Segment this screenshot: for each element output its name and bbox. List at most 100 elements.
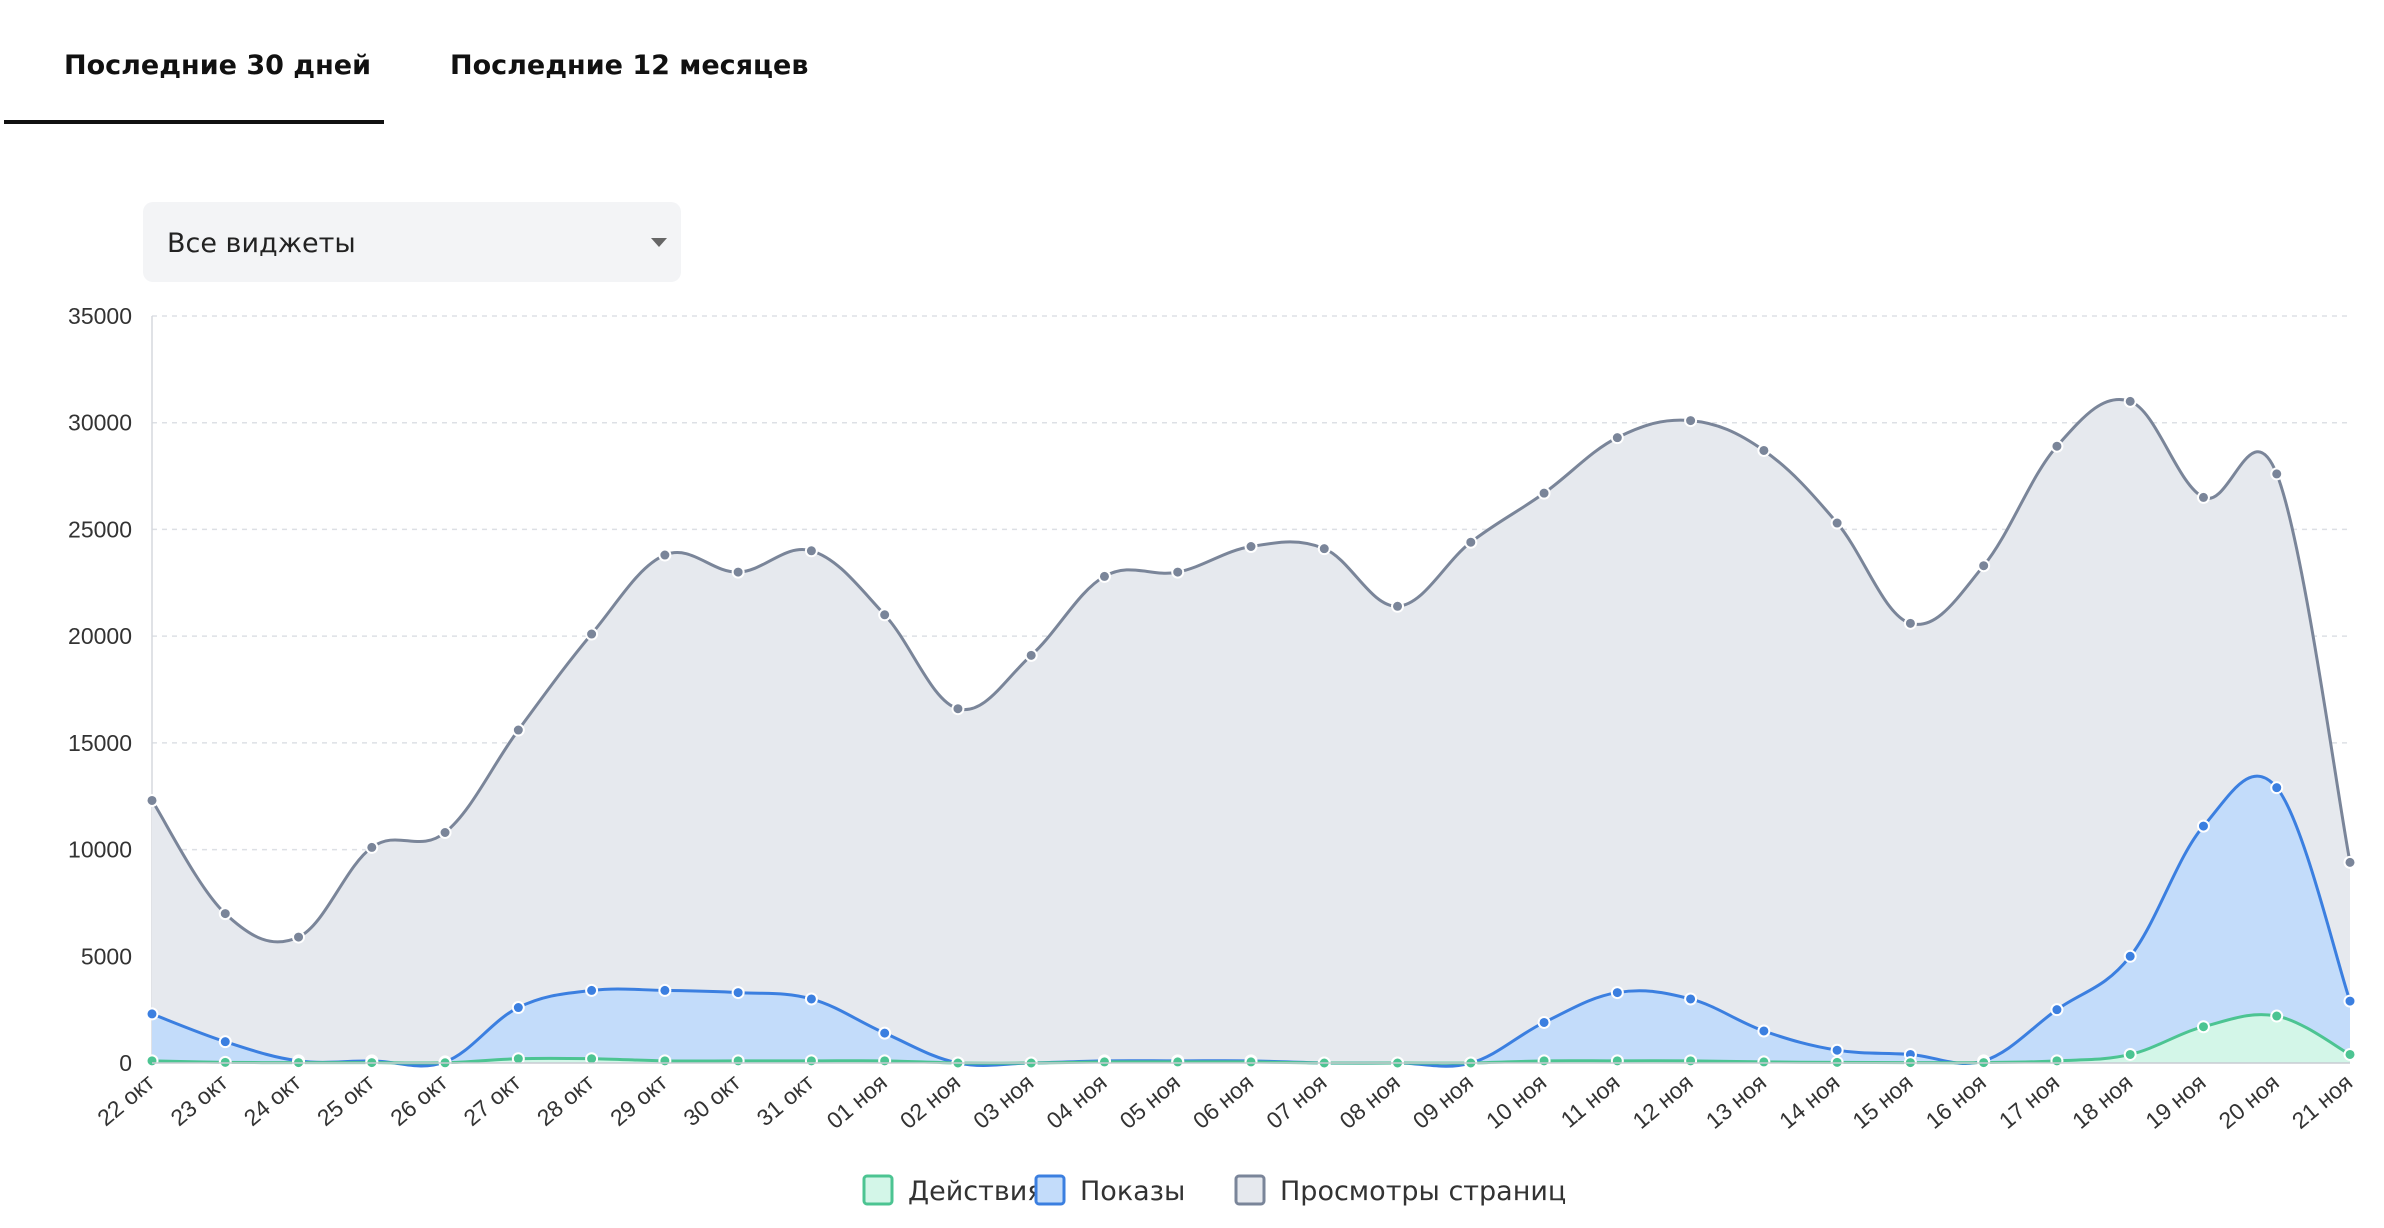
x-tick-label: 05 ноя [1115,1069,1185,1134]
x-tick-label: 02 ноя [895,1069,965,1134]
x-tick-label: 13 ноя [1701,1069,1771,1134]
data-point [1757,1024,1771,1038]
data-point [2196,819,2210,833]
x-tick-label: 15 ноя [1847,1069,1917,1134]
data-point [731,986,745,1000]
data-point [1244,1055,1258,1069]
data-point [218,1035,232,1049]
data-point [218,907,232,921]
data-point [878,1054,892,1068]
data-point [804,1054,818,1068]
y-tick-label: 5000 [81,943,132,969]
data-point [145,793,159,807]
chevron-down-icon [651,238,667,247]
data-point [1537,486,1551,500]
legend-label: Просмотры страниц [1280,1176,1566,1207]
data-point [658,983,672,997]
data-point [1171,565,1185,579]
x-tick-label: 26 окт [385,1069,452,1131]
x-tick-label: 03 ноя [968,1069,1038,1134]
data-point [2343,994,2357,1008]
data-point [1317,542,1331,556]
x-tick-label: 09 ноя [1408,1069,1478,1134]
data-point [658,1054,672,1068]
active-tab-indicator [4,120,384,124]
data-point [2196,1020,2210,1034]
x-tick-label: 25 окт [312,1069,379,1131]
widget-filter-select[interactable]: Все виджеты [143,202,681,282]
data-point [731,1054,745,1068]
widget-filter-value: Все виджеты [167,228,356,259]
x-tick-label: 21 ноя [2287,1069,2357,1134]
y-tick-label: 25000 [68,516,132,542]
data-point [2270,781,2284,795]
x-tick-label: 16 ноя [1921,1069,1991,1134]
x-tick-label: 17 ноя [1994,1069,2064,1134]
y-tick-label: 30000 [68,410,132,436]
data-point [2270,1009,2284,1023]
data-point [1097,569,1111,583]
data-point [2123,949,2137,963]
data-point [1830,516,1844,530]
data-point [2123,1047,2137,1061]
x-tick-label: 19 ноя [2140,1069,2210,1134]
x-tick-label: 29 окт [605,1069,672,1131]
data-point [1610,986,1624,1000]
data-point [731,565,745,579]
series-area [152,399,2350,1064]
x-tick-label: 01 ноя [822,1069,892,1134]
x-tick-label: 27 окт [459,1069,526,1131]
tab-last-12-months[interactable]: Последние 12 месяцев [450,50,809,81]
data-point [1610,1054,1624,1068]
legend-swatch [862,1174,894,1206]
legend-label: Действия [908,1176,1044,1207]
series-area [152,776,2350,1067]
y-tick-label: 35000 [68,303,132,329]
data-point [2050,1054,2064,1068]
y-tick-label: 20000 [68,623,132,649]
data-point [2050,439,2064,453]
x-tick-label: 22 окт [92,1069,159,1131]
y-tick-label: 0 [119,1050,132,1076]
data-point [1757,443,1771,457]
x-tick-label: 18 ноя [2067,1069,2137,1134]
data-point [658,548,672,562]
x-tick-label: 04 ноя [1041,1069,1111,1134]
period-tabs: Последние 30 дней Последние 12 месяцев [0,0,2384,130]
data-point [585,627,599,641]
legend-swatch [1034,1174,1066,1206]
x-tick-label: 12 ноя [1628,1069,1698,1134]
data-point [292,930,306,944]
data-point [1977,559,1991,573]
data-point [1537,1015,1551,1029]
x-tick-label: 31 окт [752,1069,819,1131]
data-point [585,1052,599,1066]
data-point [365,840,379,854]
data-point [1684,992,1698,1006]
x-tick-label: 20 ноя [2214,1069,2284,1134]
data-point [1171,1055,1185,1069]
x-tick-label: 23 окт [165,1069,232,1131]
data-point [878,1026,892,1040]
data-point [2123,394,2137,408]
data-point [145,1054,159,1068]
data-point [1684,414,1698,428]
data-point [511,1001,525,1015]
y-tick-label: 10000 [68,837,132,863]
data-point [951,702,965,716]
x-tick-label: 08 ноя [1334,1069,1404,1134]
data-point [2196,490,2210,504]
data-point [1244,540,1258,554]
data-point [1610,431,1624,445]
data-point [804,544,818,558]
data-point [1464,535,1478,549]
x-tick-label: 24 окт [239,1069,306,1131]
data-point [1903,616,1917,630]
data-point [2343,1047,2357,1061]
data-point [145,1007,159,1021]
tab-last-30-days[interactable]: Последние 30 дней [64,50,371,81]
data-point [1024,648,1038,662]
data-point [1830,1043,1844,1057]
legend-swatch [1234,1174,1266,1206]
